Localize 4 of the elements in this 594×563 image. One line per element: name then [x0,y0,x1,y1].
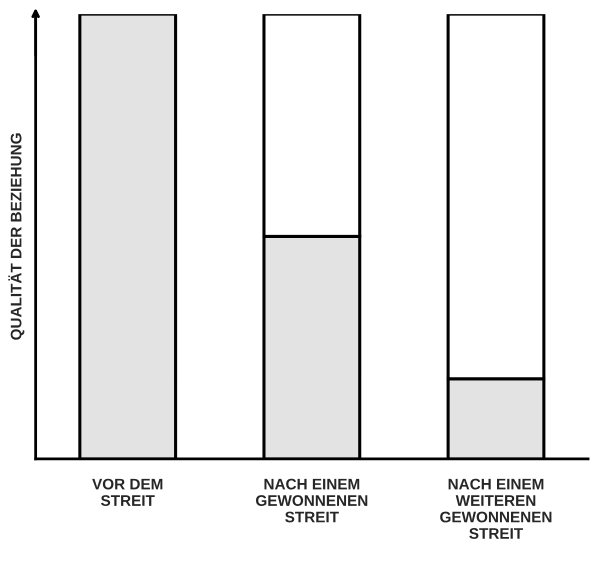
y-axis-title: QUALITÄT DER BEZIEHUNG [8,133,24,340]
x-tick-label: NACH EINEM WEITEREN GEWONNENEN STREIT [440,478,552,539]
x-tick-label: VOR DEM STREIT [92,478,162,506]
x-tick-label: NACH EINEM GEWONNENEN STREIT [256,478,368,522]
